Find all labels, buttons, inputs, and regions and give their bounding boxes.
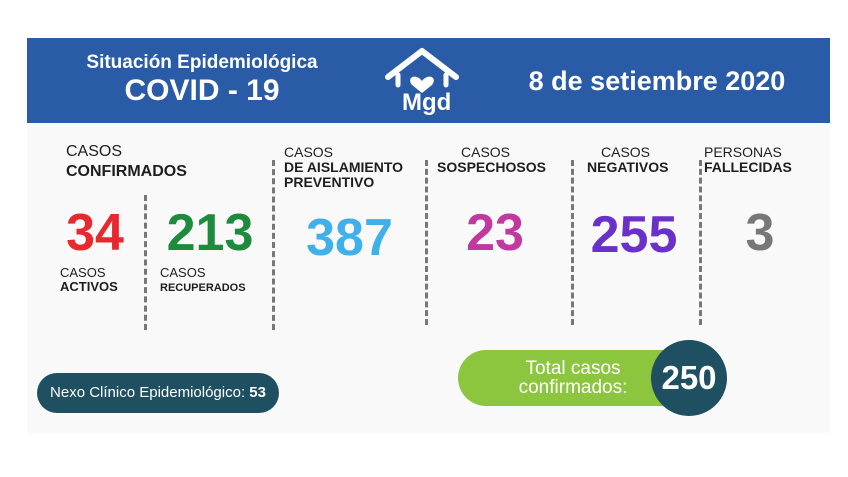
recuperados-label1: CASOS (160, 265, 206, 280)
total-label1: Total casos (525, 358, 621, 379)
nexo-clinico-pill: Nexo Clínico Epidemiológico: 53 (37, 373, 279, 413)
negativos-label2: NEGATIVOS (587, 159, 669, 175)
negativos-value: 255 (590, 206, 678, 264)
activos-label1: CASOS (60, 265, 106, 280)
fallecidas-value: 3 (745, 204, 775, 262)
negativos-heading: CASOS NEGATIVOS (587, 145, 668, 175)
recuperados-label: CASOS RECUPERADOS (160, 266, 246, 295)
nexo-label: Nexo Clínico Epidemiológico: (50, 384, 246, 401)
sospechosos-label1: CASOS (461, 144, 511, 160)
sospechosos-heading: CASOS SOSPECHOSOS (437, 145, 546, 175)
confirmados-heading: CASOS CONFIRMADOS (66, 142, 187, 182)
sospechosos-label2: SOSPECHOSOS (437, 159, 546, 175)
recuperados-label2: RECUPERADOS (160, 282, 246, 294)
total-confirmados-pill: Total casos confirmados: (458, 350, 668, 406)
total-label2: confirmados: (518, 377, 628, 398)
header-title: Situación Epidemiológica COVID - 19 (67, 52, 337, 108)
activos-label2: ACTIVOS (60, 279, 118, 294)
aislamiento-label3: PREVENTIVO (284, 174, 375, 190)
divider (699, 160, 702, 325)
total-confirmados-value: 250 (651, 340, 727, 416)
recuperados-value: 213 (166, 204, 254, 262)
fallecidas-label1: PERSONAS (704, 144, 782, 160)
house-heart-icon (385, 48, 459, 93)
aislamiento-value: 387 (306, 209, 393, 267)
activos-label: CASOS ACTIVOS (60, 266, 118, 294)
header-title-line1: Situación Epidemiológica (86, 52, 318, 73)
aislamiento-label1: CASOS (284, 144, 334, 160)
fallecidas-label2: FALLECIDAS (704, 159, 792, 175)
logo-text: Mgd (402, 89, 452, 116)
confirmados-label2: CONFIRMADOS (66, 163, 187, 180)
divider (571, 160, 574, 325)
activos-value: 34 (66, 204, 124, 262)
divider (144, 195, 147, 330)
nexo-value: 53 (249, 384, 266, 401)
fallecidas-heading: PERSONAS FALLECIDAS (704, 145, 792, 175)
confirmados-label1: CASOS (66, 143, 123, 160)
header-title-line2: COVID - 19 (124, 74, 280, 107)
divider (425, 160, 428, 325)
divider (272, 160, 275, 330)
header-banner: Situación Epidemiológica COVID - 19 Mgd … (27, 38, 830, 123)
aislamiento-heading: CASOS DE AISLAMIENTO PREVENTIVO (284, 145, 403, 190)
report-date: 8 de setiembre 2020 (528, 66, 786, 96)
mgd-logo: Mgd (382, 45, 462, 117)
aislamiento-label2: DE AISLAMIENTO (284, 159, 404, 175)
sospechosos-value: 23 (466, 204, 524, 262)
negativos-label1: CASOS (601, 144, 651, 160)
